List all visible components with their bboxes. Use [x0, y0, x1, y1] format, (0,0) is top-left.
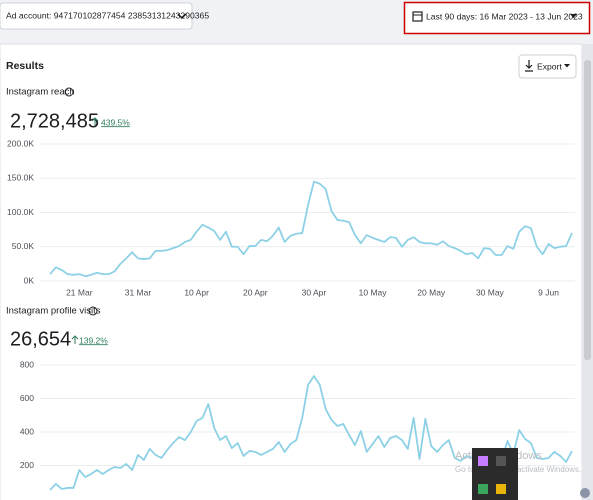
download-icon [525, 60, 533, 72]
y-tick-label: 150.0K [7, 173, 34, 183]
y-tick-label: 200.0K [7, 138, 34, 148]
chart-title: Instagram reach [6, 87, 75, 98]
ad-account-button[interactable] [0, 2, 193, 30]
info-icon[interactable] [64, 87, 74, 97]
up-arrow [71, 335, 79, 344]
x-tick-label: 10 Apr [184, 287, 209, 297]
x-tick-label: 20 May [417, 287, 446, 297]
line [49, 180, 573, 278]
x-tick-label: 10 May [359, 287, 388, 297]
calendar-icon [412, 11, 423, 22]
chevron [177, 13, 187, 19]
watermark-text: Go to Settings to activate Windows. [455, 465, 581, 474]
y-tick-label: 100.0K [7, 207, 34, 217]
y-tick-label: 400 [20, 426, 34, 436]
scroll-thumb[interactable] [584, 60, 591, 360]
x-tick-label: 21 Mar [66, 287, 93, 297]
globe-icon[interactable] [580, 488, 590, 498]
date-range-button[interactable] [403, 1, 591, 35]
app-icon[interactable] [478, 456, 488, 466]
y-tick-label: 200 [20, 460, 34, 470]
x-tick-label: 30 Apr [302, 287, 327, 297]
total: 26,654 [10, 328, 71, 350]
change[interactable]: 139.2% [79, 335, 108, 345]
app-icon[interactable] [496, 456, 506, 466]
caret [570, 14, 577, 18]
y-tick-label: 0K [24, 275, 35, 285]
x-tick-label: 20 Apr [243, 287, 268, 297]
total: 2,728,485 [10, 110, 99, 132]
x-tick-label: 9 Jun [538, 287, 559, 297]
x-tick-label: 31 Mar [125, 287, 152, 297]
chart-title: Instagram profile visits [6, 306, 101, 317]
up-arrow [91, 117, 99, 126]
app-icon[interactable] [478, 484, 488, 494]
ad-account: Ad account: 947170102877454 238531312432… [6, 10, 209, 20]
x-tick-label: 30 May [476, 287, 505, 297]
change[interactable]: 439.5% [101, 117, 130, 127]
info-icon[interactable] [88, 306, 98, 316]
date-range: Last 90 days: 16 Mar 2023 - 13 Jun 2023 [426, 11, 583, 21]
caret [564, 64, 570, 68]
export-button[interactable] [518, 54, 577, 79]
app-icon[interactable] [496, 484, 506, 494]
y-tick-label: 800 [20, 359, 34, 369]
export-label: Export [537, 61, 562, 71]
y-tick-label: 50.0K [12, 241, 35, 251]
y-tick-label: 600 [20, 393, 34, 403]
results-title: Results [6, 60, 44, 72]
